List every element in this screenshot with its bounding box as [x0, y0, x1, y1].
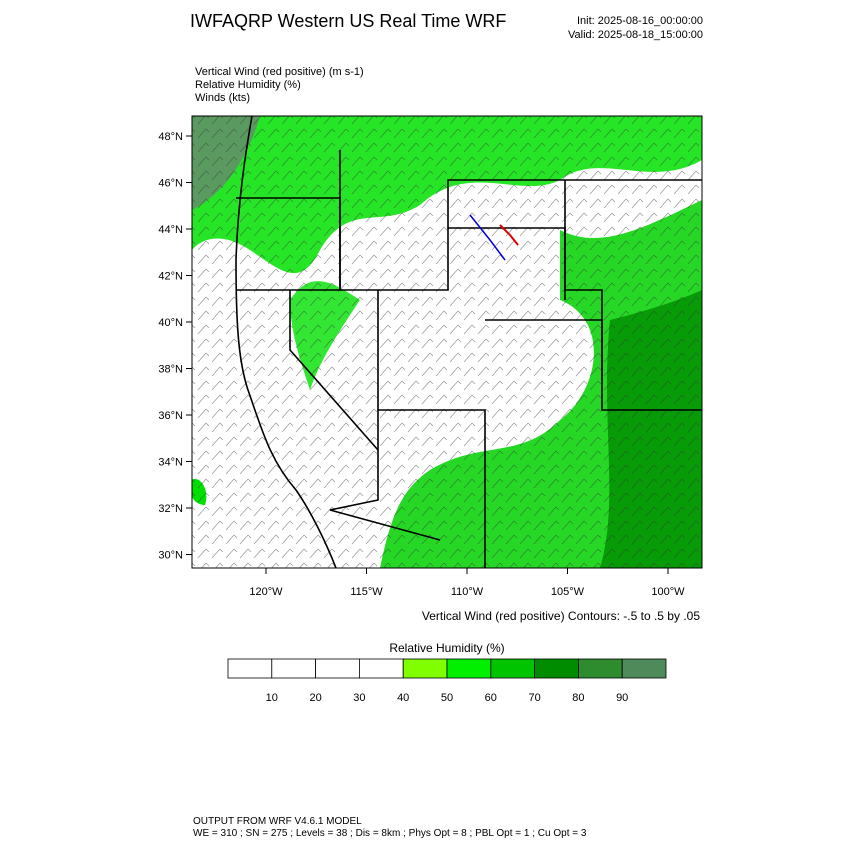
lat-label: 34°N — [158, 457, 183, 469]
colorbar-box — [358, 658, 404, 679]
lat-label: 42°N — [158, 271, 183, 283]
lat-label: 36°N — [158, 410, 183, 422]
title: IWFAQRP Western US Real Time WRF — [190, 11, 506, 31]
map — [192, 116, 702, 568]
field-list: Vertical Wind (red positive) (m s-1)Rela… — [195, 66, 364, 104]
lon-label: 120°W — [249, 586, 283, 598]
colorbar-box — [446, 658, 492, 679]
colorbar-label: 80 — [572, 692, 584, 704]
colorbar-label: 20 — [309, 692, 321, 704]
colorbar-label: 10 — [266, 692, 278, 704]
lon-label: 105°W — [551, 586, 585, 598]
lon-label: 100°W — [651, 586, 685, 598]
map-frame — [191, 115, 703, 569]
lat-label: 30°N — [158, 550, 183, 562]
lat-label: 46°N — [158, 178, 183, 190]
colorbar-box — [490, 658, 535, 679]
contour-note: Vertical Wind (red positive) Contours: -… — [422, 609, 700, 623]
init-time: Init: 2025-08-16_00:00:00 — [577, 15, 703, 27]
axes: 48°N 46°N 44°N 42°N 40°N 38°N 36°N 34°N 32°N 30°N… — [158, 131, 685, 598]
field-label: Vertical Wind (red positive) (m s-1) — [195, 66, 364, 78]
colorbar-box — [271, 658, 316, 679]
colorbar-box — [402, 658, 448, 679]
colorbar-label: 90 — [616, 692, 628, 704]
colorbar: 10 20 30 40 50 60 70 80 90 — [227, 658, 667, 704]
colorbar-label: 50 — [441, 692, 453, 704]
colorbar-box — [578, 658, 623, 679]
lat-label: 38°N — [158, 364, 183, 376]
footer-line: WE = 310 ; SN = 275 ; Levels = 38 ; Dis … — [193, 828, 587, 839]
colorbar-box — [534, 658, 579, 679]
colorbar-label: 60 — [485, 692, 497, 704]
lat-label: 40°N — [158, 317, 183, 329]
colorbar-label: 40 — [397, 692, 409, 704]
colorbar-label: 70 — [528, 692, 540, 704]
colorbar-box — [621, 658, 667, 679]
lat-label: 44°N — [158, 224, 183, 236]
lon-label: 110°W — [451, 586, 484, 598]
colorbar-label: 30 — [353, 692, 365, 704]
lat-label: 48°N — [158, 131, 183, 143]
footer-line: OUTPUT FROM WRF V4.6.1 MODEL — [193, 816, 362, 827]
colorbar-box — [227, 658, 273, 679]
valid-time: Valid: 2025-08-18_15:00:00 — [568, 29, 703, 41]
field-label: Winds (kts) — [195, 92, 250, 104]
colorbar-box — [315, 658, 360, 679]
field-label: Relative Humidity (%) — [195, 79, 301, 91]
lon-label: 115°W — [350, 586, 383, 598]
lat-label: 32°N — [158, 503, 183, 515]
colorbar-title: Relative Humidity (%) — [389, 641, 504, 655]
